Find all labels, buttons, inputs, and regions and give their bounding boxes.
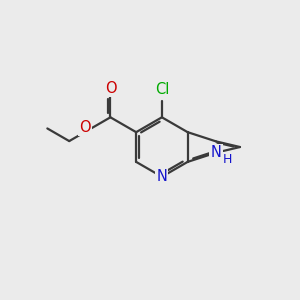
Text: O: O <box>79 120 90 135</box>
Text: Cl: Cl <box>155 82 169 98</box>
Text: H: H <box>223 153 232 166</box>
Text: O: O <box>105 81 117 96</box>
Text: N: N <box>211 145 221 160</box>
Text: N: N <box>157 169 167 184</box>
